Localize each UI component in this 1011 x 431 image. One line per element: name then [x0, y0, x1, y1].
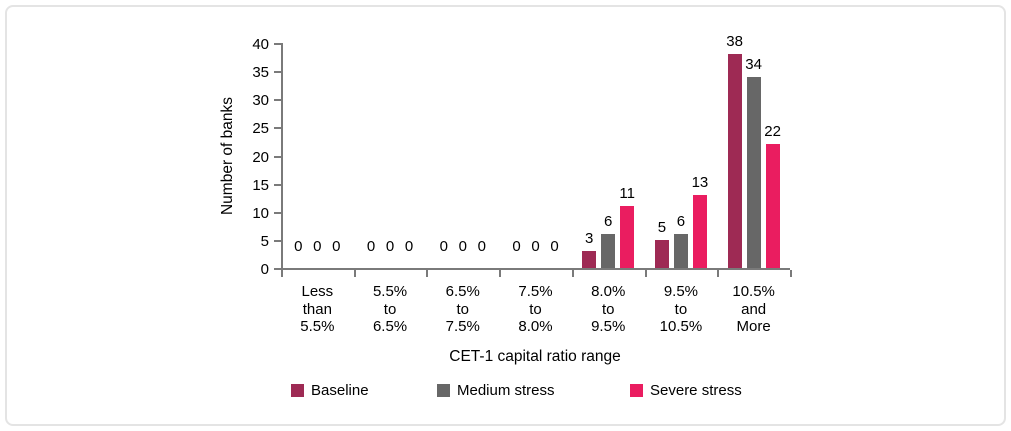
legend-label: Medium stress: [457, 381, 555, 399]
category-label: 9.5% to 10.5%: [645, 283, 718, 336]
category-label-line: and: [741, 300, 767, 318]
category-label: 8.0% to 9.5%: [572, 283, 645, 336]
y-tick-label: 25: [252, 120, 269, 138]
category-label-line: 5.5%: [372, 283, 408, 300]
legend-swatch: [630, 383, 643, 397]
category-label-line: to: [529, 300, 542, 318]
y-tick: [274, 268, 281, 270]
legend-item-severe-stress: Severe stress: [630, 382, 742, 398]
bar-value-label: 13: [691, 173, 709, 191]
y-tick-label: 15: [252, 176, 269, 194]
legend-label: Severe stress: [650, 381, 742, 399]
category-label-line: 8.0%: [518, 318, 553, 335]
y-tick: [274, 183, 281, 186]
x-tick: [790, 270, 792, 277]
y-tick-label: 35: [252, 64, 269, 82]
legend-swatch: [291, 383, 304, 397]
y-tick-label: 10: [252, 204, 269, 222]
bar-value-label: 34: [745, 55, 762, 73]
bar-value-label: 0: [477, 238, 486, 255]
category-label-line: 7.5%: [445, 318, 480, 335]
bar: [727, 54, 742, 268]
x-tick: [571, 270, 574, 277]
x-axis-title: CET-1 capital ratio range: [449, 348, 621, 365]
category-label-line: 10.5%: [732, 283, 775, 300]
x-axis-line: [281, 268, 790, 270]
category-label-line: 5.5%: [300, 318, 335, 335]
category-label-line: to: [456, 300, 470, 318]
bar: [692, 194, 707, 268]
bar: [765, 144, 780, 268]
legend-label: Baseline: [311, 381, 369, 399]
bar-value-label: 38: [726, 33, 743, 51]
bar: [582, 251, 597, 268]
category-label-line: than: [302, 300, 332, 318]
y-axis-title: Number of banks: [219, 96, 236, 216]
bar-value-label: 0: [294, 238, 303, 255]
bar-value-label: 0: [531, 238, 540, 255]
bar-value-label: 0: [512, 238, 521, 255]
bar-value-label: 0: [404, 238, 414, 255]
bar: [654, 239, 669, 268]
x-tick: [644, 270, 647, 277]
legend-swatch: [437, 383, 450, 397]
bar-value-label: 22: [764, 123, 781, 141]
category-label: 7.5% to 8.0%: [499, 283, 572, 336]
category-label: Less than 5.5%: [281, 283, 354, 336]
x-tick: [717, 270, 720, 277]
bar-value-label: 0: [366, 238, 376, 255]
legend-item-medium-stress: Medium stress: [437, 382, 555, 398]
y-tick-label: 40: [252, 36, 269, 53]
x-tick: [353, 270, 356, 277]
y-tick-label: 0: [260, 261, 269, 278]
bar-value-label: 5: [657, 218, 667, 236]
category-label-line: 6.5%: [372, 318, 408, 335]
bar-value-label: 6: [604, 213, 613, 231]
y-tick: [274, 99, 281, 102]
bar-value-label: 0: [385, 238, 395, 255]
bar-value-label: 0: [313, 238, 322, 255]
y-tick-label: 5: [260, 232, 269, 250]
bar: [673, 234, 688, 268]
bar: [746, 76, 761, 268]
category-label-line: to: [674, 300, 688, 318]
bar-value-label: 6: [676, 213, 686, 231]
x-tick: [281, 270, 283, 277]
y-tick: [274, 71, 281, 74]
category-label-line: to: [383, 300, 397, 318]
x-tick: [499, 270, 502, 277]
category-label-line: 9.5%: [591, 318, 626, 335]
y-tick-label: 30: [252, 92, 269, 110]
category-label-line: 10.5%: [659, 318, 703, 335]
bar-value-label: 0: [439, 238, 448, 255]
category-label: 5.5% to 6.5%: [354, 283, 427, 336]
bar: [601, 234, 616, 268]
legend-item-baseline: Baseline: [291, 382, 369, 398]
category-label-line: 7.5%: [518, 283, 553, 300]
y-tick: [274, 155, 281, 158]
bar-value-label: 0: [458, 238, 467, 255]
y-tick: [274, 239, 281, 242]
y-tick: [274, 43, 281, 45]
category-label-line: 6.5%: [445, 283, 480, 300]
chart-card: [5, 5, 1006, 426]
x-tick: [426, 270, 429, 277]
y-tick: [274, 211, 281, 214]
bar-value-label: 0: [332, 238, 341, 255]
category-label-line: Less: [301, 283, 334, 300]
bar-value-label: 11: [619, 185, 635, 203]
category-label: 10.5% and More: [717, 283, 790, 336]
category-label-line: 8.0%: [591, 283, 626, 300]
y-tick-label: 20: [252, 148, 269, 166]
category-label: 6.5% to 7.5%: [426, 283, 499, 336]
category-label-line: to: [601, 300, 615, 318]
category-label-line: More: [736, 318, 771, 335]
bar-value-label: 0: [550, 238, 559, 255]
category-label-line: 9.5%: [663, 283, 699, 300]
y-tick: [274, 127, 281, 130]
y-axis-line: [281, 43, 283, 270]
bar-value-label: 3: [585, 230, 594, 248]
bar: [620, 206, 635, 268]
